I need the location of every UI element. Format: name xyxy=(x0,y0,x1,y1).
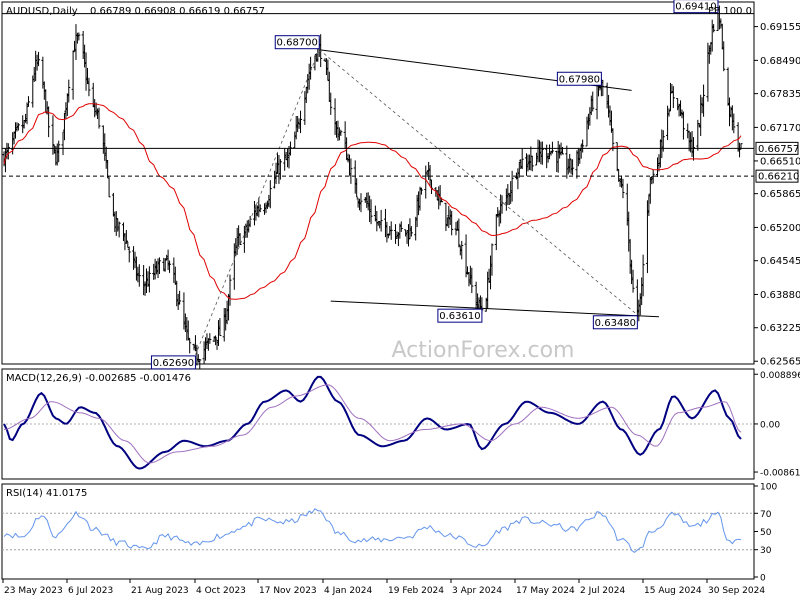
y-tick-label: 0.65865 xyxy=(760,189,800,200)
y-tick-label: 0.67835 xyxy=(760,89,800,100)
price-annotation-box xyxy=(274,35,320,50)
x-tick-label: 21 Aug 2023 xyxy=(131,586,189,596)
y-tick-label: 0.65200 xyxy=(760,223,800,234)
y-tick-label: 0.63225 xyxy=(760,323,800,334)
rsi-panel-frame xyxy=(1,483,755,580)
dashed-trendline xyxy=(195,49,320,356)
price-annotation-label: 0.63480 xyxy=(595,318,636,329)
price-annotation-box xyxy=(592,315,638,330)
x-tick-label: 6 Jul 2023 xyxy=(68,586,113,596)
macd-signal-line xyxy=(3,384,742,464)
x-tick-label: 17 Nov 2023 xyxy=(259,586,317,596)
support-level-tag xyxy=(755,169,799,183)
y-tick-label: 50 xyxy=(760,528,772,538)
macd-line xyxy=(3,375,742,470)
x-axis-ticks: 23 May 2023 6 Jul 2023 21 Aug 2023 4 Oct 20… xyxy=(2,579,765,596)
moving-average xyxy=(3,103,742,300)
price-annotation-label: 0.69410 xyxy=(675,2,716,13)
y-tick-label: 0 xyxy=(760,574,766,584)
y-tick-label: 0.66510 xyxy=(760,156,800,167)
price-annotation-box xyxy=(673,0,719,14)
price-candles xyxy=(2,5,743,369)
price-level-lines: 0.66757 0.66210 xyxy=(2,13,799,183)
price-panel-frame xyxy=(1,1,755,365)
price-annotation-box xyxy=(556,71,602,86)
x-tick-label: 15 Aug 2024 xyxy=(644,586,702,596)
y-tick-label: 0.008896 xyxy=(760,371,800,381)
current-price-label: 0.66757 xyxy=(758,144,799,155)
y-tick-label: 0.64545 xyxy=(760,256,800,267)
price-ohlc-header: 0.66789 0.66908 0.66619 0.66757 xyxy=(90,6,265,17)
watermark: ActionForex.com xyxy=(392,338,575,363)
y-tick-label: 0.67170 xyxy=(760,123,800,134)
y-tick-label: 0.68490 xyxy=(760,56,800,67)
macd-lines xyxy=(3,375,742,470)
current-price-tag xyxy=(755,141,799,155)
y-tick-label: 0.63880 xyxy=(760,290,800,301)
x-tick-label: 3 Apr 2024 xyxy=(452,586,502,596)
rsi-line xyxy=(3,508,742,554)
price-annotation-label: 0.67980 xyxy=(559,74,600,85)
price-annotation-label: 0.62690 xyxy=(153,358,194,369)
x-tick-label: 2 Jul 2024 xyxy=(580,586,625,596)
macd-title: MACD(12,26,9) -0.002685 -0.001476 xyxy=(6,373,191,384)
price-title: AUDUSD,Daily xyxy=(6,6,78,17)
x-tick-label: 4 Jan 2024 xyxy=(324,586,372,596)
x-tick-label: 17 May 2024 xyxy=(516,586,575,596)
x-tick-label: 4 Oct 2023 xyxy=(196,586,246,596)
trendline xyxy=(330,300,659,318)
rsi-title: RSI(14) 41.0175 xyxy=(6,488,87,499)
price-annotation-label: 0.63610 xyxy=(439,311,480,322)
rsi-line xyxy=(3,508,742,554)
x-tick-label: 19 Feb 2024 xyxy=(388,586,444,596)
moving-average-line xyxy=(3,103,742,300)
y-axis-ticks: 0.69155 0.68490 0.67835 0.67170 0.66510 0.658… xyxy=(754,22,800,584)
y-tick-label: 100 xyxy=(760,483,777,493)
x-tick-label: 23 May 2023 xyxy=(4,586,63,596)
x-tick-label: 30 Sep 2024 xyxy=(708,586,765,596)
price-annotation-label: 0.68700 xyxy=(277,38,318,49)
y-tick-label: -0.008612 xyxy=(760,469,800,479)
gridlines xyxy=(2,423,754,551)
fe-label: FE 100.0 xyxy=(708,6,752,17)
support-level-label: 0.66210 xyxy=(758,172,799,183)
y-tick-label: 0.62565 xyxy=(760,357,800,368)
y-tick-label: 0.00 xyxy=(760,420,780,430)
y-tick-label: 30 xyxy=(760,546,772,556)
price-annotation-box xyxy=(437,308,483,323)
price-annotations: 0.68700 0.67980 0.69410 0.63610 0.63480 0.626… xyxy=(150,0,719,370)
price-annotation-box xyxy=(150,355,196,370)
y-tick-label: 0.69155 xyxy=(760,22,800,33)
y-tick-label: 70 xyxy=(760,510,772,520)
